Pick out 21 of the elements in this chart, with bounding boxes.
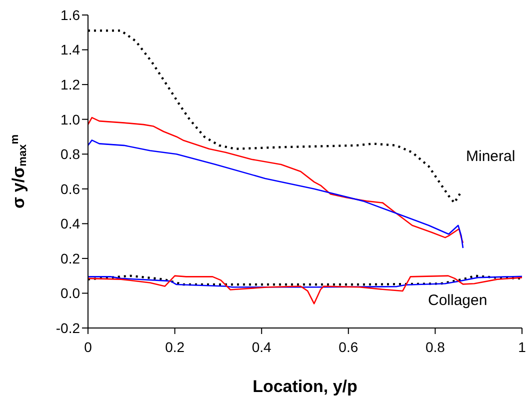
y-tick-label: 0.0: [60, 285, 80, 302]
y-tick-label: -0.2: [56, 320, 80, 336]
x-tick-label: 0.2: [165, 338, 185, 355]
x-tick-label: 0.4: [252, 338, 272, 355]
y-tick-label: 1.2: [60, 76, 80, 93]
y-tick-label: 0.4: [60, 216, 80, 232]
line-series: [88, 116, 464, 244]
y-tick-label: 0.2: [60, 250, 80, 266]
annotation: Collagen: [428, 292, 488, 309]
x-tick-label: 0: [84, 338, 92, 355]
y-tick-label: 0.8: [60, 146, 80, 162]
line-series: [88, 140, 464, 249]
annotation: Mineral: [466, 148, 516, 165]
x-axis-title: Location, y/p: [252, 377, 358, 396]
y-tick-label: 1.6: [60, 6, 80, 23]
y-tick-label: 1.4: [60, 42, 80, 58]
x-tick-label: 0.8: [425, 338, 446, 355]
y-tick-label: 1.0: [60, 111, 80, 128]
y-tick-label: 0.6: [60, 180, 80, 197]
x-tick-label: 0.6: [338, 338, 358, 355]
x-tick-label: 1: [518, 338, 526, 355]
